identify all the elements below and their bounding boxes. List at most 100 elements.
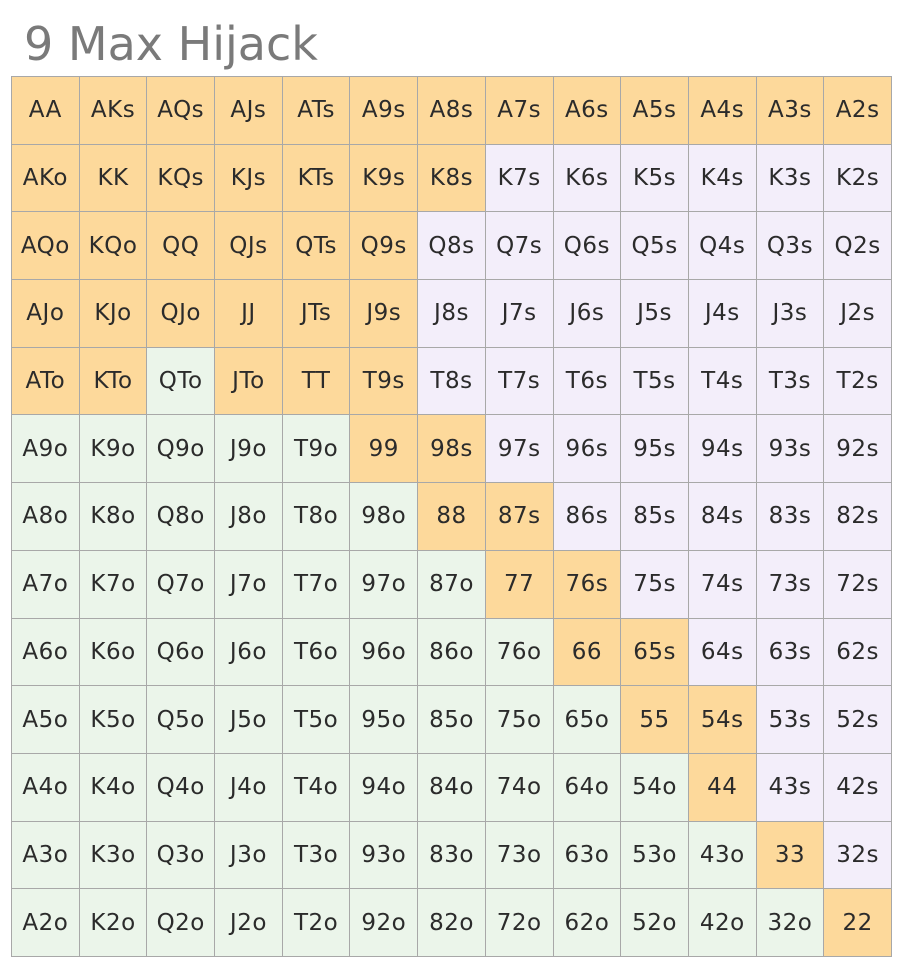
hand-cell-t4o: T4o: [282, 753, 351, 822]
hand-cell-aqs: AQs: [147, 77, 216, 145]
hand-cell-94s: 94s: [688, 415, 757, 484]
hand-cell-a6s: A6s: [553, 77, 622, 145]
hand-cell-q3s: Q3s: [756, 212, 825, 281]
hand-cell-42s: 42s: [824, 753, 892, 822]
hand-cell-42o: 42o: [688, 889, 757, 957]
hand-cell-j5o: J5o: [215, 686, 283, 754]
hand-cell-a9o: A9o: [12, 415, 80, 484]
hand-cell-a2s: A2s: [824, 77, 892, 145]
hand-cell-kjs: KJs: [215, 144, 283, 213]
hand-cell-k9o: K9o: [79, 415, 148, 484]
hand-cell-kqo: KQo: [79, 212, 148, 281]
hand-cell-62o: 62o: [553, 889, 622, 957]
hand-cell-88: 88: [418, 483, 486, 551]
hand-cell-ats: ATs: [282, 77, 351, 145]
hand-cell-62s: 62s: [824, 618, 892, 687]
hand-cell-54o: 54o: [621, 753, 689, 822]
hand-cell-q4s: Q4s: [688, 212, 757, 281]
hand-cell-q6o: Q6o: [147, 618, 216, 687]
hand-cell-t7o: T7o: [282, 550, 351, 619]
hand-cell-92s: 92s: [824, 415, 892, 484]
hand-cell-54s: 54s: [688, 686, 757, 754]
hand-cell-a8o: A8o: [12, 483, 80, 551]
hand-cell-k4s: K4s: [688, 144, 757, 213]
hand-cell-94o: 94o: [350, 753, 419, 822]
hand-cell-72s: 72s: [824, 550, 892, 619]
hand-cell-q8s: Q8s: [418, 212, 486, 281]
hand-cell-74o: 74o: [485, 753, 554, 822]
hand-cell-65s: 65s: [621, 618, 689, 687]
hand-cell-t8o: T8o: [282, 483, 351, 551]
hand-cell-aks: AKs: [79, 77, 148, 145]
hand-cell-85s: 85s: [621, 483, 689, 551]
hand-cell-qjs: QJs: [215, 212, 283, 281]
hand-cell-j8s: J8s: [418, 280, 486, 348]
hand-cell-t4s: T4s: [688, 347, 757, 416]
hand-cell-t2s: T2s: [824, 347, 892, 416]
hand-cell-k5s: K5s: [621, 144, 689, 213]
hand-cell-a6o: A6o: [12, 618, 80, 687]
hand-cell-j3o: J3o: [215, 821, 283, 890]
hand-cell-97s: 97s: [485, 415, 554, 484]
hand-cell-a5s: A5s: [621, 77, 689, 145]
hand-cell-a5o: A5o: [12, 686, 80, 754]
hand-cell-97o: 97o: [350, 550, 419, 619]
hand-cell-j9s: J9s: [350, 280, 419, 348]
hand-cell-t7s: T7s: [485, 347, 554, 416]
hand-cell-t6s: T6s: [553, 347, 622, 416]
hand-cell-73s: 73s: [756, 550, 825, 619]
hand-cell-k6o: K6o: [79, 618, 148, 687]
hand-cell-qjo: QJo: [147, 280, 216, 348]
hand-cell-t5s: T5s: [621, 347, 689, 416]
hand-cell-k6s: K6s: [553, 144, 622, 213]
hand-cell-86s: 86s: [553, 483, 622, 551]
hand-cell-66: 66: [553, 618, 622, 687]
hand-cell-kts: KTs: [282, 144, 351, 213]
hand-cell-t6o: T6o: [282, 618, 351, 687]
hand-cell-jto: JTo: [215, 347, 283, 416]
hand-cell-j5s: J5s: [621, 280, 689, 348]
hand-cell-53o: 53o: [621, 821, 689, 890]
hand-cell-q2s: Q2s: [824, 212, 892, 281]
hand-cell-33: 33: [756, 821, 825, 890]
hand-cell-kto: KTo: [79, 347, 148, 416]
hand-cell-kk: KK: [79, 144, 148, 213]
hand-cell-a4s: A4s: [688, 77, 757, 145]
hand-cell-83s: 83s: [756, 483, 825, 551]
hand-cell-92o: 92o: [350, 889, 419, 957]
hand-cell-aa: AA: [12, 77, 80, 145]
hand-cell-65o: 65o: [553, 686, 622, 754]
hand-cell-43s: 43s: [756, 753, 825, 822]
hand-cell-k8o: K8o: [79, 483, 148, 551]
hand-cell-a7o: A7o: [12, 550, 80, 619]
hand-cell-72o: 72o: [485, 889, 554, 957]
hand-cell-93s: 93s: [756, 415, 825, 484]
hand-cell-86o: 86o: [418, 618, 486, 687]
hand-cell-k5o: K5o: [79, 686, 148, 754]
hand-cell-j4o: J4o: [215, 753, 283, 822]
hand-cell-98o: 98o: [350, 483, 419, 551]
hand-cell-j9o: J9o: [215, 415, 283, 484]
hand-cell-83o: 83o: [418, 821, 486, 890]
hand-cell-k2o: K2o: [79, 889, 148, 957]
hand-cell-87s: 87s: [485, 483, 554, 551]
hand-cell-j7s: J7s: [485, 280, 554, 348]
hand-cell-q8o: Q8o: [147, 483, 216, 551]
hand-cell-55: 55: [621, 686, 689, 754]
hand-cell-t8s: T8s: [418, 347, 486, 416]
hand-cell-q3o: Q3o: [147, 821, 216, 890]
hand-cell-t3o: T3o: [282, 821, 351, 890]
hand-cell-j6s: J6s: [553, 280, 622, 348]
hand-cell-96s: 96s: [553, 415, 622, 484]
hand-cell-84s: 84s: [688, 483, 757, 551]
hand-cell-52o: 52o: [621, 889, 689, 957]
hand-cell-44: 44: [688, 753, 757, 822]
hand-cell-87o: 87o: [418, 550, 486, 619]
hand-cell-95s: 95s: [621, 415, 689, 484]
hand-cell-85o: 85o: [418, 686, 486, 754]
hand-cell-77: 77: [485, 550, 554, 619]
hand-cell-k7o: K7o: [79, 550, 148, 619]
hand-cell-64s: 64s: [688, 618, 757, 687]
hand-cell-q4o: Q4o: [147, 753, 216, 822]
hand-cell-tt: TT: [282, 347, 351, 416]
